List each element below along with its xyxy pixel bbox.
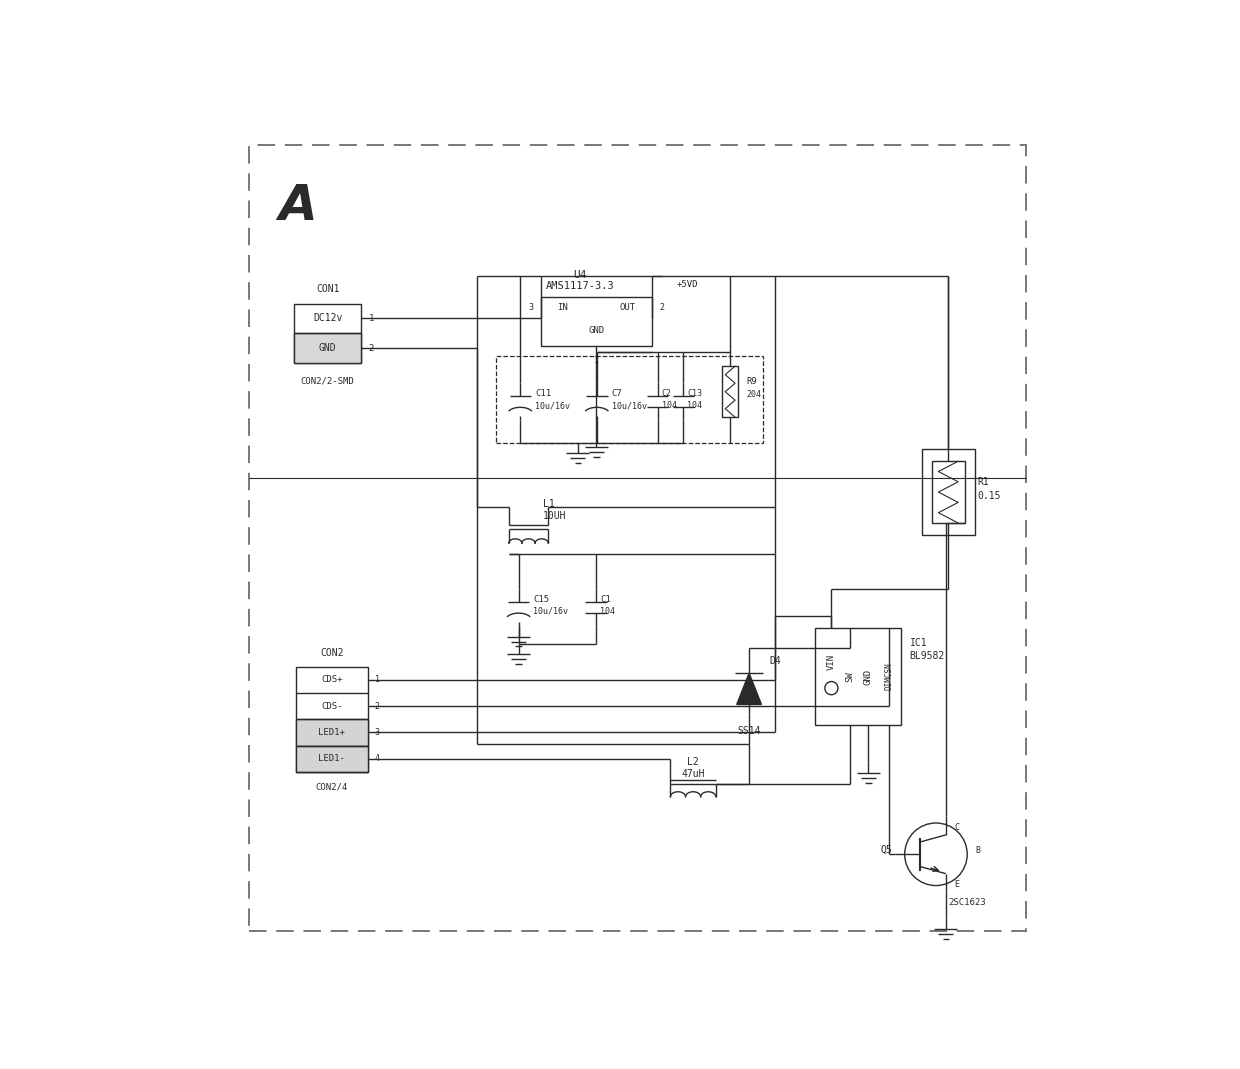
Text: DC12v: DC12v xyxy=(312,313,342,324)
Text: BL9582: BL9582 xyxy=(910,651,945,661)
Text: C1: C1 xyxy=(600,594,611,604)
Text: GND: GND xyxy=(864,668,873,684)
Text: GND: GND xyxy=(319,343,336,353)
Text: E: E xyxy=(954,881,959,889)
Text: SW: SW xyxy=(844,671,854,682)
Text: 104: 104 xyxy=(687,401,702,410)
Text: 2SC1623: 2SC1623 xyxy=(949,898,986,907)
Text: CDS+: CDS+ xyxy=(321,676,342,684)
Text: 4: 4 xyxy=(374,755,379,763)
Bar xyxy=(722,367,738,417)
Text: L1: L1 xyxy=(543,499,556,510)
Bar xyxy=(294,304,361,362)
Text: LED1-: LED1- xyxy=(319,755,345,763)
Text: 1: 1 xyxy=(594,356,599,365)
Bar xyxy=(815,628,901,725)
Bar xyxy=(295,746,368,772)
Text: 3: 3 xyxy=(528,304,533,312)
Text: L2: L2 xyxy=(687,757,699,768)
Text: 2: 2 xyxy=(368,343,374,353)
Text: VIN: VIN xyxy=(827,653,836,670)
Text: R1: R1 xyxy=(977,477,988,487)
Text: LED1+: LED1+ xyxy=(319,728,345,737)
Text: C7: C7 xyxy=(611,389,622,398)
Text: A: A xyxy=(279,183,317,231)
Text: 3: 3 xyxy=(374,728,379,737)
Text: 0.15: 0.15 xyxy=(977,492,1001,501)
Text: GND: GND xyxy=(588,326,604,335)
Bar xyxy=(923,449,975,536)
Text: SS14: SS14 xyxy=(738,726,761,735)
Text: B: B xyxy=(976,846,981,854)
Bar xyxy=(295,719,368,746)
Bar xyxy=(496,356,763,443)
Bar xyxy=(295,667,368,772)
Text: CON2: CON2 xyxy=(320,649,343,659)
Text: 104: 104 xyxy=(600,607,615,616)
Text: DIMCSN: DIMCSN xyxy=(884,663,894,691)
Text: U4: U4 xyxy=(573,269,587,280)
Text: 1: 1 xyxy=(374,676,379,684)
Text: CDS-: CDS- xyxy=(321,701,342,711)
Text: D4: D4 xyxy=(770,656,781,666)
Text: 10UH: 10UH xyxy=(543,511,567,521)
Bar xyxy=(541,297,652,346)
Text: 104: 104 xyxy=(662,401,677,410)
Text: AMS1117-3.3: AMS1117-3.3 xyxy=(546,281,614,292)
Text: IC1: IC1 xyxy=(910,638,928,648)
Text: CON2/4: CON2/4 xyxy=(316,783,348,791)
Polygon shape xyxy=(737,673,761,704)
Text: 47uH: 47uH xyxy=(681,769,704,778)
Text: 10u/16v: 10u/16v xyxy=(611,401,646,410)
Text: +5VD: +5VD xyxy=(677,280,698,290)
Bar xyxy=(931,461,965,523)
Text: Q5: Q5 xyxy=(880,846,893,855)
Text: C15: C15 xyxy=(533,594,549,604)
Text: C: C xyxy=(954,823,959,832)
Text: 2: 2 xyxy=(374,701,379,711)
Text: C2: C2 xyxy=(662,389,672,398)
Text: OUT: OUT xyxy=(619,304,635,312)
Text: R9: R9 xyxy=(746,377,758,386)
Bar xyxy=(294,334,361,362)
Text: C11: C11 xyxy=(536,389,552,398)
Text: 10u/16v: 10u/16v xyxy=(536,401,570,410)
Text: 2: 2 xyxy=(660,304,665,312)
Text: 10u/16v: 10u/16v xyxy=(533,607,568,616)
Text: C13: C13 xyxy=(687,389,702,398)
Text: CON2/2-SMD: CON2/2-SMD xyxy=(301,376,355,386)
Text: IN: IN xyxy=(557,304,568,312)
Text: 1: 1 xyxy=(368,314,374,323)
Text: 204: 204 xyxy=(746,390,761,399)
Text: CON1: CON1 xyxy=(316,283,340,294)
